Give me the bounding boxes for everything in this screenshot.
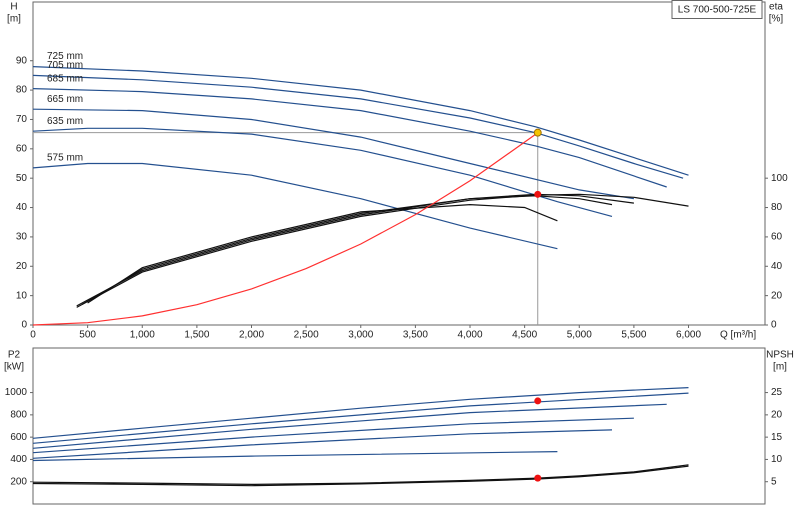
y-tick-label: 80 [16, 85, 28, 96]
curve [32, 108, 634, 200]
x-tick-label: 3,500 [403, 330, 428, 341]
y2-axis-label: eta [769, 2, 783, 13]
y2-tick-label: 40 [771, 261, 783, 272]
y2-axis-unit: [m] [773, 362, 787, 373]
y2-tick-label: 0 [771, 320, 777, 331]
y-tick-label: 20 [16, 261, 28, 272]
x-tick-label: 4,500 [512, 330, 537, 341]
y-tick-label: 200 [10, 476, 27, 487]
y-axis-unit: [m] [7, 14, 21, 25]
y-tick-label: 40 [16, 202, 28, 213]
curve [32, 127, 613, 217]
x-tick-label: 1,500 [184, 330, 209, 341]
y2-tick-label: 5 [771, 476, 777, 487]
curve-label: 725 mm [47, 51, 83, 62]
curve-label: 635 mm [47, 116, 83, 127]
x-tick-label: 5,000 [567, 330, 592, 341]
y-axis-label: H [10, 2, 17, 13]
curve [32, 66, 689, 176]
y2-tick-label: 20 [771, 409, 783, 420]
y2-tick-label: 20 [771, 290, 783, 301]
plot-frame [32, 1, 766, 326]
curve-label: 685 mm [47, 73, 83, 84]
curve [76, 193, 634, 307]
y-tick-label: 400 [10, 454, 27, 465]
y-tick-label: 0 [21, 320, 27, 331]
y-tick-label: 600 [10, 432, 27, 443]
y2-axis-unit: [%] [769, 14, 784, 25]
x-axis-label: Q [m³/h] [720, 330, 756, 341]
y2-tick-label: 15 [771, 432, 783, 443]
curve [32, 74, 684, 179]
x-tick-label: 2,000 [239, 330, 264, 341]
curve-label: 665 mm [47, 94, 83, 105]
curve [32, 403, 667, 449]
curve [32, 88, 667, 188]
curve [32, 464, 689, 486]
y-axis-unit: [kW] [4, 362, 24, 373]
plot-frame [32, 347, 766, 505]
x-tick-label: 4,000 [457, 330, 482, 341]
title-box [671, 0, 763, 19]
curve [32, 451, 558, 462]
curve [32, 132, 539, 326]
y-axis-label: P2 [8, 350, 21, 361]
y2-axis-label: NPSH [766, 350, 794, 361]
operating-point [533, 128, 542, 137]
curve [81, 195, 613, 305]
operating-point [534, 190, 542, 198]
y-tick-label: 60 [16, 143, 28, 154]
y-tick-label: 800 [10, 409, 27, 420]
x-tick-label: 1,000 [130, 330, 155, 341]
x-tick-label: 5,500 [621, 330, 646, 341]
curve [32, 465, 689, 487]
x-tick-label: 500 [79, 330, 96, 341]
curve [32, 392, 689, 444]
y2-tick-label: 100 [771, 173, 788, 184]
operating-point [534, 474, 542, 482]
curve [76, 193, 689, 308]
x-tick-label: 0 [30, 330, 36, 341]
y-tick-label: 50 [16, 173, 28, 184]
y2-tick-label: 80 [771, 202, 783, 213]
y2-tick-label: 10 [771, 454, 783, 465]
chart-title: LS 700-500-725E [678, 5, 757, 16]
x-tick-label: 3,000 [348, 330, 373, 341]
y-tick-label: 70 [16, 114, 28, 125]
curve-label: 575 mm [47, 153, 83, 164]
y2-tick-label: 25 [771, 387, 783, 398]
y-tick-label: 30 [16, 232, 28, 243]
curve [32, 417, 634, 454]
curve [87, 203, 558, 304]
y-tick-label: 1000 [5, 387, 28, 398]
curve [32, 162, 558, 250]
y2-tick-label: 60 [771, 232, 783, 243]
curve [32, 429, 613, 459]
x-tick-label: 6,000 [676, 330, 701, 341]
x-tick-label: 2,500 [294, 330, 319, 341]
curve-label: 705 mm [47, 60, 83, 71]
curve [32, 387, 689, 439]
y-tick-label: 10 [16, 290, 28, 301]
y-tick-label: 90 [16, 55, 28, 66]
operating-point [534, 397, 542, 405]
